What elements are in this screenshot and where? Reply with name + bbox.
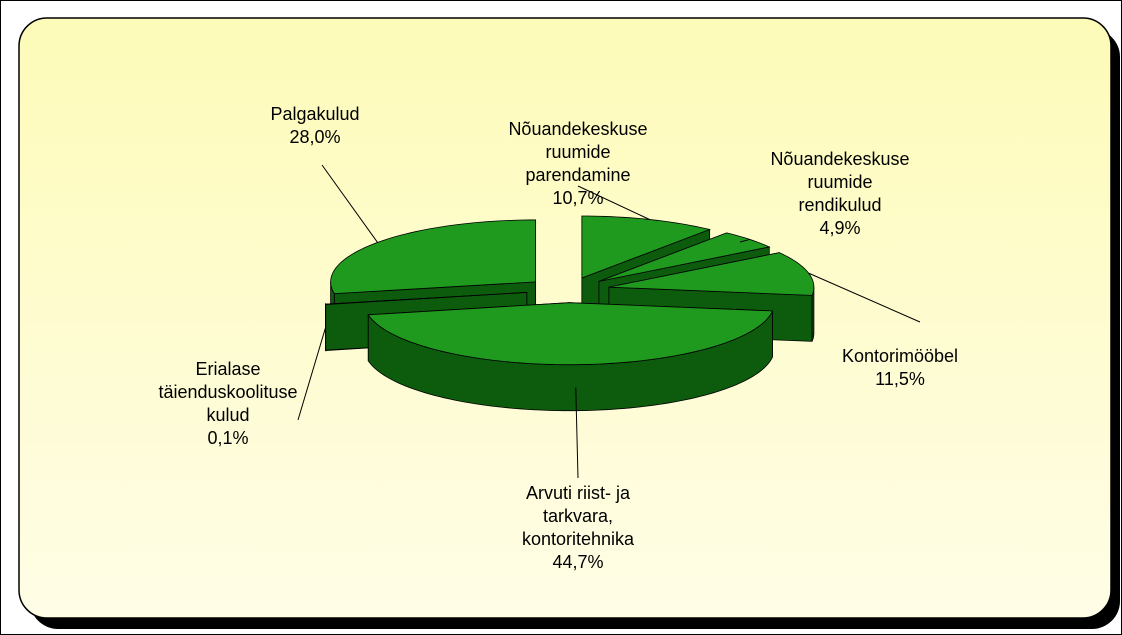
category-label: Kontorimööbel xyxy=(841,346,959,366)
slice-top xyxy=(608,252,815,296)
data-label: Arvuti riist- ja tarkvara, kontoritehnik… xyxy=(448,482,708,574)
pie xyxy=(324,215,815,412)
data-label: Nõuandekeskuse ruumide rendikulud 4,9% xyxy=(710,148,970,240)
category-label: Palgakulud xyxy=(270,104,360,124)
category-label: Arvuti riist- ja tarkvara, kontoritehnik… xyxy=(521,483,635,549)
data-label: Erialase täienduskoolituse kulud 0,1% xyxy=(98,358,358,450)
data-label: Kontorimööbel 11,5% xyxy=(770,345,1030,391)
leader-line xyxy=(808,272,921,323)
value-label: 11,5% xyxy=(875,369,925,389)
value-label: 4,9% xyxy=(819,218,861,238)
value-label: 10,7% xyxy=(552,188,604,208)
category-label: Erialase täienduskoolituse kulud xyxy=(158,359,298,425)
slice-top xyxy=(330,219,537,295)
category-label: Nõuandekeskuse ruumide rendikulud xyxy=(770,149,910,215)
slice xyxy=(367,302,774,412)
value-label: 28,0% xyxy=(289,127,341,147)
leader-line xyxy=(577,185,650,220)
leader-line xyxy=(321,164,378,243)
value-label: 44,7% xyxy=(552,552,604,572)
slice-top xyxy=(367,302,774,366)
data-label: Nõuandekeskuse ruumide parendamine 10,7% xyxy=(448,118,708,210)
slice-top xyxy=(324,292,527,305)
leader-line xyxy=(739,238,750,243)
data-label: Palgakulud 28,0% xyxy=(185,103,445,149)
leader-line xyxy=(575,387,579,479)
value-label: 0,1% xyxy=(207,428,249,448)
leader-line xyxy=(297,327,327,421)
category-label: Nõuandekeskuse ruumide parendamine xyxy=(508,119,648,185)
